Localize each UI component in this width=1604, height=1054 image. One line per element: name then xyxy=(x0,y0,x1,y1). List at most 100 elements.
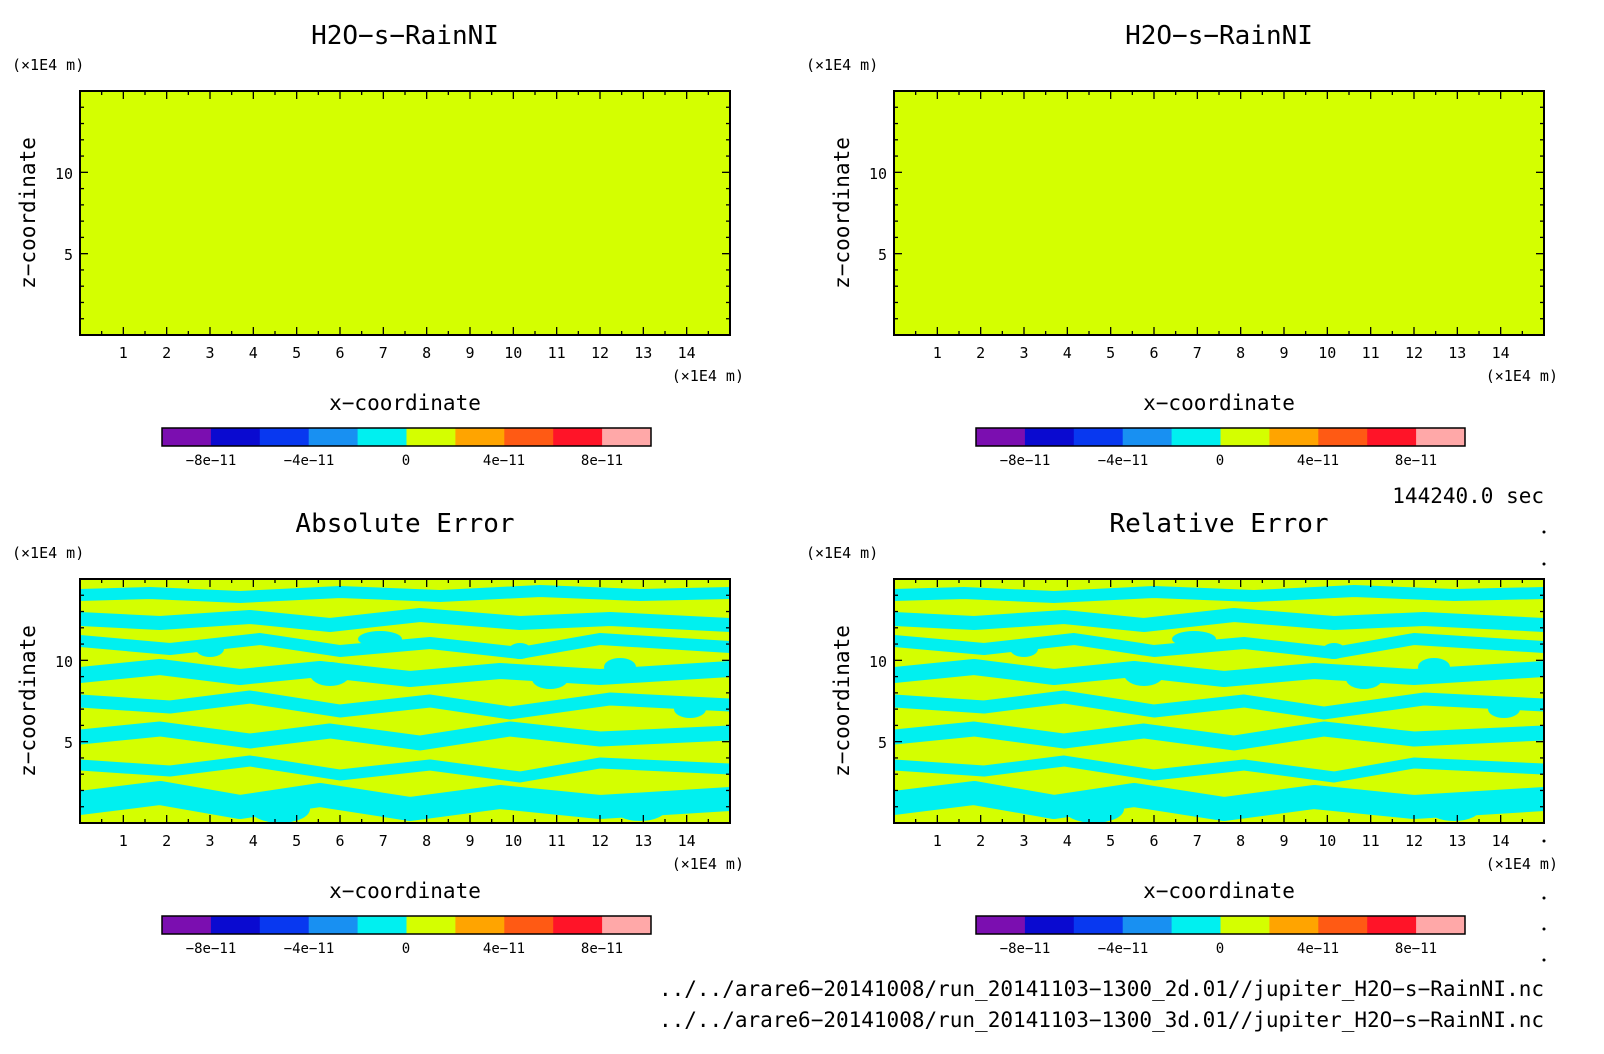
colorbar-swatches xyxy=(976,916,1466,934)
colorbar-swatch xyxy=(1269,428,1319,446)
x-tick-label: 8 xyxy=(422,832,431,850)
y-tick-label: 5 xyxy=(64,734,73,752)
error-band xyxy=(80,659,730,687)
x-tick-label: 14 xyxy=(1492,344,1510,362)
x-axis-label: x−coordinate xyxy=(329,879,481,903)
error-band xyxy=(894,721,1544,751)
x-tick-label: 7 xyxy=(1193,344,1202,362)
colorbar-swatch xyxy=(259,916,310,934)
tick-marks xyxy=(80,91,730,335)
error-blob xyxy=(674,700,706,718)
colorbar-swatch xyxy=(976,428,1026,446)
colorbar-swatch xyxy=(162,916,212,934)
error-band xyxy=(80,755,730,783)
y-unit-label: (×1E4 m) xyxy=(806,544,878,562)
error-band xyxy=(80,690,730,720)
error-blob xyxy=(604,658,636,676)
colorbar-swatches xyxy=(162,428,652,446)
error-blob xyxy=(1124,662,1164,686)
colorbar-swatch xyxy=(455,428,505,446)
colorbar-swatch xyxy=(162,428,212,446)
colorbar-swatch xyxy=(553,916,603,934)
x-tick-label: 10 xyxy=(504,344,522,362)
colorbar-swatch xyxy=(504,428,554,446)
x-tick-label: 11 xyxy=(548,344,566,362)
error-blob xyxy=(1418,658,1450,676)
colorbar-swatch xyxy=(1367,916,1417,934)
dot xyxy=(1542,562,1546,566)
x-tick-label: 10 xyxy=(504,832,522,850)
colorbar-frame xyxy=(975,427,1466,447)
colorbar-tick-label: −8e−11 xyxy=(186,453,237,469)
contour-field xyxy=(80,585,730,823)
error-band xyxy=(80,585,730,603)
dot xyxy=(1542,839,1546,843)
x-tick-label: 5 xyxy=(292,344,301,362)
colorbar: −8e−11 −4e−11 0 4e−11 8e−11 xyxy=(975,915,1466,957)
x-axis-label: x−coordinate xyxy=(1143,391,1295,415)
y-unit-label: (×1E4 m) xyxy=(806,56,878,74)
colorbar-swatch xyxy=(1122,916,1173,934)
file-path-2d: ../../arare6−20141008/run_20141103−1300_… xyxy=(659,977,1544,1001)
colorbar-swatch xyxy=(308,428,359,446)
colorbar-swatch xyxy=(308,916,359,934)
x-tick-label: 9 xyxy=(1279,832,1288,850)
error-band xyxy=(894,633,1544,659)
x-tick-label: 14 xyxy=(678,832,696,850)
dot xyxy=(1542,927,1546,931)
x-tick-label: 6 xyxy=(1149,832,1158,850)
y-tick-label: 10 xyxy=(869,165,887,183)
x-tick-label: 7 xyxy=(379,832,388,850)
x-axis-label: x−coordinate xyxy=(1143,879,1295,903)
error-blob xyxy=(310,662,350,686)
error-blob xyxy=(1488,700,1520,718)
x-tick-label: 9 xyxy=(465,344,474,362)
error-blob xyxy=(1172,631,1216,647)
x-tick-label: 5 xyxy=(292,832,301,850)
plot-area xyxy=(893,90,1545,336)
dot xyxy=(1542,530,1546,534)
x-tick-label: 11 xyxy=(548,832,566,850)
colorbar-tick-label: 0 xyxy=(1216,453,1224,469)
colorbar-swatch xyxy=(1220,916,1270,934)
colorbar-tick-label: 8e−11 xyxy=(581,453,623,469)
colorbar-swatch xyxy=(210,428,261,446)
colorbar-tick-label: 0 xyxy=(402,941,410,957)
colorbar-swatch xyxy=(553,428,603,446)
colorbar-swatch xyxy=(1416,916,1466,934)
panel-3: Relative Error (×1E4 m) 1 2 3 4 5 6 7 8 … xyxy=(806,509,1558,957)
colorbar-swatch xyxy=(1122,428,1173,446)
colorbar-frame xyxy=(975,915,1466,935)
error-blob xyxy=(508,643,532,659)
time-label: 144240.0 sec xyxy=(1392,484,1544,508)
error-band xyxy=(894,659,1544,687)
colorbar-swatch xyxy=(1416,428,1466,446)
y-tick-label: 5 xyxy=(878,246,887,264)
x-tick-label: 8 xyxy=(1236,344,1245,362)
x-tick-label: 12 xyxy=(1405,344,1423,362)
colorbar-tick-label: 8e−11 xyxy=(1395,941,1437,957)
colorbar-tick-label: 4e−11 xyxy=(1297,941,1339,957)
colorbar-swatch xyxy=(406,916,456,934)
colorbar-swatch xyxy=(455,916,505,934)
y-tick-label: 5 xyxy=(878,734,887,752)
colorbar-swatches xyxy=(162,916,652,934)
x-tick-label: 2 xyxy=(162,344,171,362)
tick-marks xyxy=(894,91,1544,335)
tick-marks xyxy=(80,579,730,823)
colorbar-swatches xyxy=(976,428,1466,446)
x-unit-label: (×1E4 m) xyxy=(672,367,744,385)
dot xyxy=(1542,958,1546,962)
x-tick-label: 5 xyxy=(1106,832,1115,850)
x-tick-label: 1 xyxy=(119,832,128,850)
x-tick-label: 12 xyxy=(1405,832,1423,850)
colorbar-swatch xyxy=(1073,916,1124,934)
x-tick-label: 11 xyxy=(1362,344,1380,362)
colorbar-swatch xyxy=(1171,916,1221,934)
x-tick-label: 3 xyxy=(205,832,214,850)
colorbar-swatch xyxy=(357,428,407,446)
error-band xyxy=(894,690,1544,720)
panel-title: H2O−s−RainNI xyxy=(311,21,499,51)
colorbar-swatch xyxy=(357,916,407,934)
